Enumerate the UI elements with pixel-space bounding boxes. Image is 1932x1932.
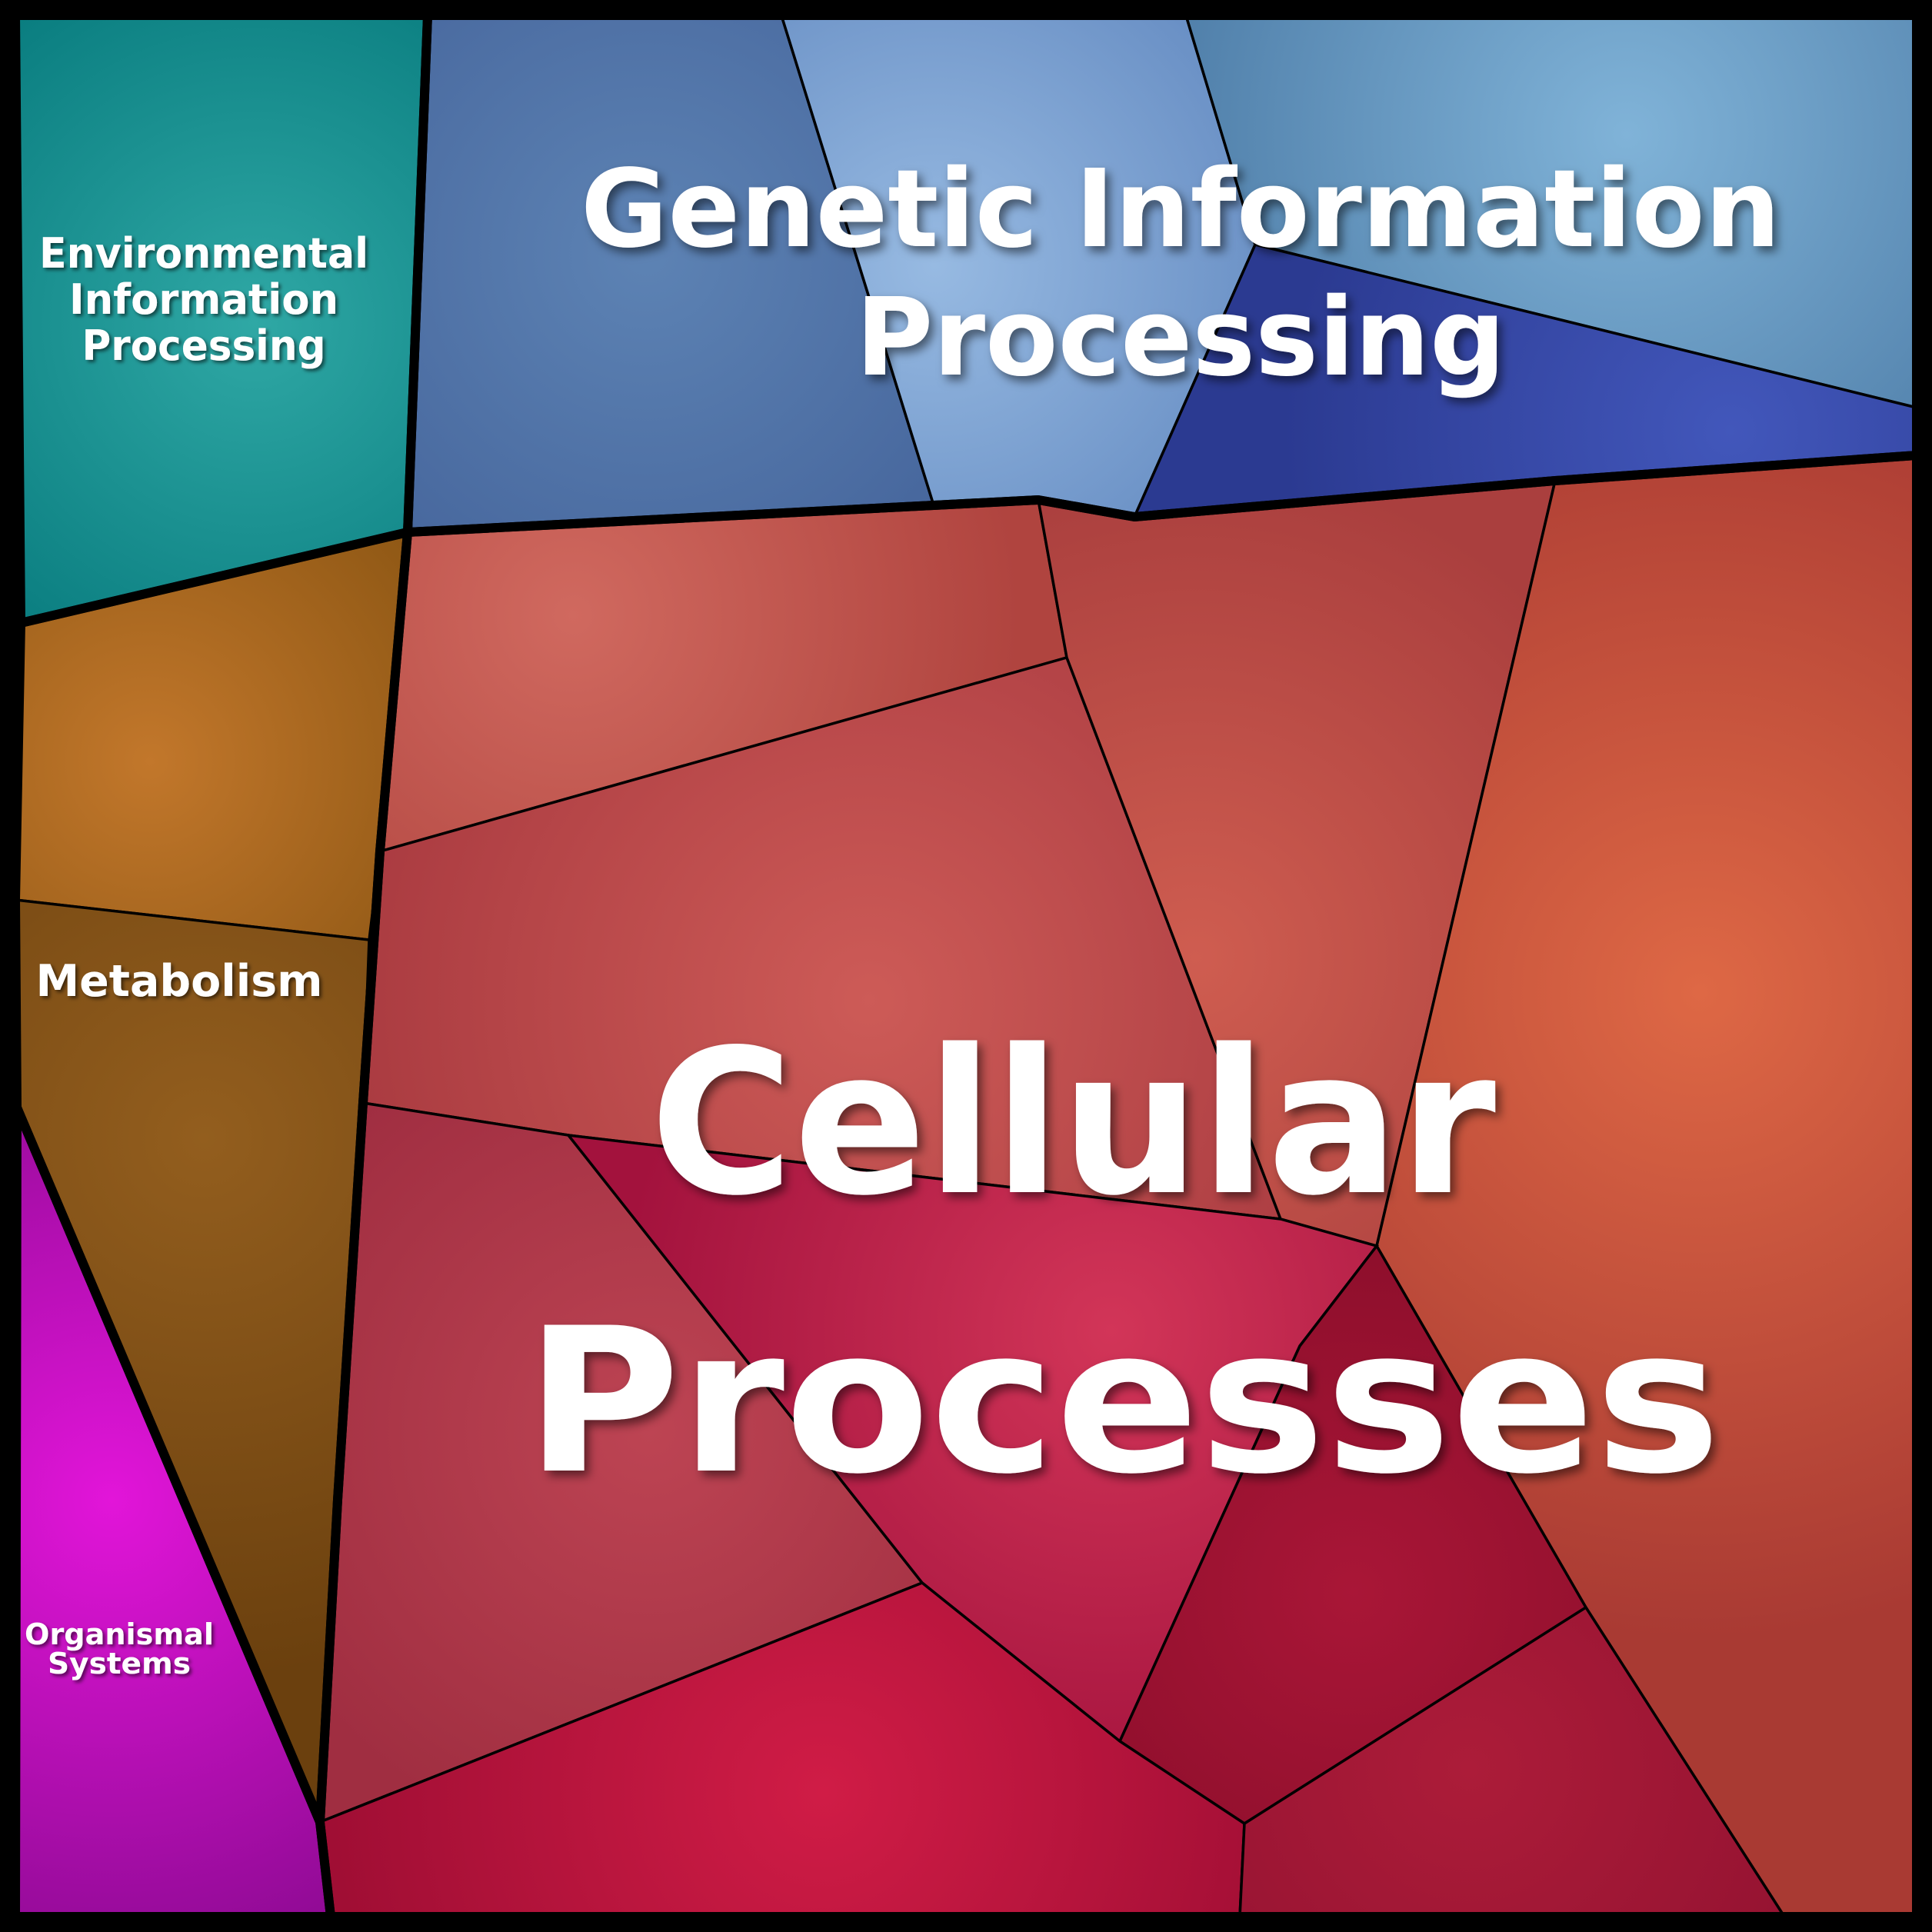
label-organismal-systems-line-2: Systems	[48, 1647, 191, 1681]
label-metabolism-line-1: Metabolism	[36, 956, 323, 1007]
label-genetic-information-processing-line-2: Processing	[856, 275, 1506, 401]
label-genetic-information-processing-line-1: Genetic Information	[581, 147, 1780, 272]
label-environmental-information-processing-line-1: Environmental	[39, 229, 368, 278]
label-cellular-processes-line-2: Processes	[525, 1286, 1721, 1518]
label-environmental-information-processing-line-2: Information	[69, 275, 338, 324]
label-environmental-information-processing-line-3: Processing	[82, 321, 326, 370]
labels-layer: Genetic InformationProcessingCellularPro…	[25, 147, 1780, 1681]
label-cellular-processes-line-1: Cellular	[650, 1008, 1497, 1240]
label-organismal-systems-line-1: Organismal	[25, 1617, 214, 1651]
